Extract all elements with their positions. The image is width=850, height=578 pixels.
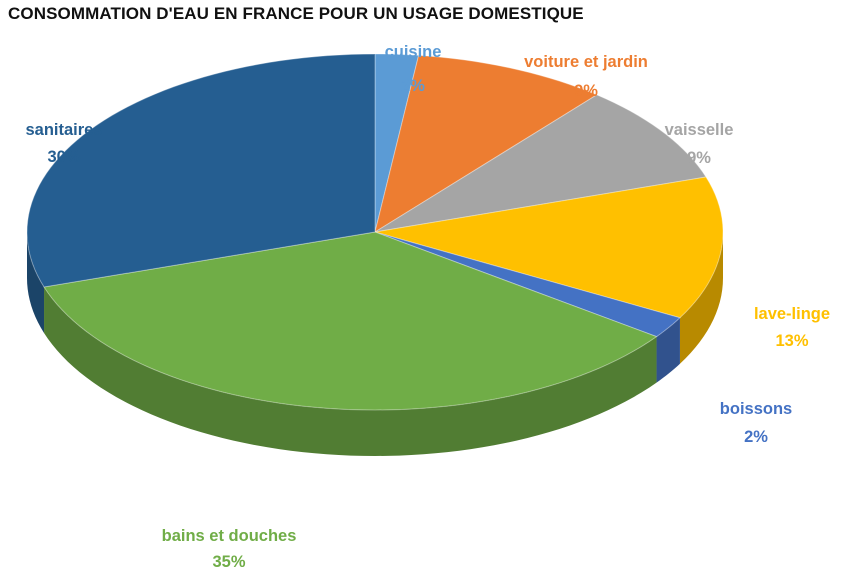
label-voiture-et-jardin: voiture et jardin — [524, 53, 648, 71]
label-vaisselle: vaisselle — [665, 121, 734, 139]
pie-side-layer — [27, 232, 723, 456]
label-bains-et-douches: bains et douches — [162, 527, 297, 545]
pie-label-layer: cuisine 2% voiture et jardin 9% vaisselle 9% l… — [25, 43, 830, 571]
chart-title: CONSOMMATION D'EAU EN FRANCE POUR UN USA… — [8, 4, 584, 23]
slice-vaisselle — [374, 94, 707, 233]
label-cuisine: cuisine — [385, 43, 442, 61]
slice-lave-linge — [374, 176, 724, 319]
slice-cuisine — [374, 53, 420, 233]
value-sanitaires: 30% — [47, 148, 80, 166]
slice-side-lave-linge — [679, 232, 723, 364]
value-vaisselle: 9% — [687, 149, 711, 167]
slice-voiture-et-jardin — [374, 54, 598, 234]
value-boissons: 2% — [744, 428, 768, 446]
label-lave-linge: lave-linge — [754, 305, 830, 323]
slice-bains-et-douches — [43, 231, 658, 411]
value-bains-et-douches: 35% — [212, 553, 245, 571]
label-sanitaires: sanitaires — [25, 121, 102, 139]
slice-side-bains-et-douches — [44, 287, 657, 456]
slice-side-sanitaires — [27, 232, 45, 334]
slice-side-boissons — [656, 317, 680, 383]
slice-boissons — [374, 231, 681, 338]
value-lave-linge: 13% — [775, 332, 808, 350]
slice-sanitaires — [26, 53, 376, 288]
value-cuisine: 2% — [401, 77, 425, 95]
pie-top-layer — [26, 53, 724, 411]
label-boissons: boissons — [720, 400, 792, 418]
value-voiture-et-jardin: 9% — [574, 82, 598, 100]
